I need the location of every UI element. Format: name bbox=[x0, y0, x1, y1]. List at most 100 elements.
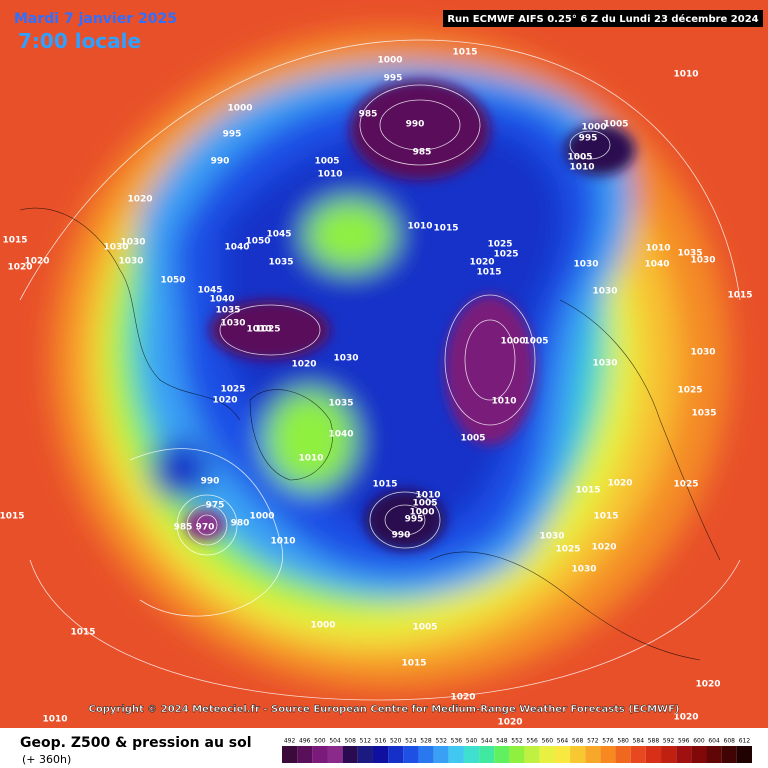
colorbar-swatch bbox=[539, 746, 555, 763]
colorbar-swatch bbox=[676, 746, 692, 763]
isobar-label: 1010 bbox=[270, 537, 295, 547]
isobar-label: 1000 bbox=[227, 104, 252, 114]
isobar-label: 1010 bbox=[407, 222, 432, 232]
colorbar-swatch bbox=[327, 746, 343, 763]
colorbar-swatch bbox=[661, 746, 677, 763]
isobar-label: 1005 bbox=[412, 499, 437, 509]
colorbar-label: 508 bbox=[344, 738, 356, 745]
isobar-label: 990 bbox=[201, 477, 220, 487]
colorbar-swatch bbox=[691, 746, 707, 763]
colorbar-label: 540 bbox=[466, 738, 478, 745]
colorbar-label: 556 bbox=[526, 738, 538, 745]
isobar-label: 995 bbox=[384, 74, 403, 84]
isobar-label: 1010 bbox=[415, 491, 440, 501]
isobar-label: 1015 bbox=[593, 512, 618, 522]
isobar-label: 1010 bbox=[42, 715, 67, 725]
colorbar-swatch bbox=[388, 746, 404, 763]
isobar-label: 1015 bbox=[2, 236, 27, 246]
colorbar-label: 492 bbox=[284, 738, 296, 745]
isobar-label: 985 bbox=[413, 148, 432, 158]
colorbar-swatch bbox=[494, 746, 510, 763]
isobars bbox=[19, 39, 741, 701]
isobar-label: 1005 bbox=[523, 337, 548, 347]
isobar-label: 1040 bbox=[328, 430, 353, 440]
colorbar-swatch bbox=[282, 746, 298, 763]
isobar-label: 1010 bbox=[673, 70, 698, 80]
colorbar-label: 596 bbox=[678, 738, 690, 745]
isobar-label: 1015 bbox=[452, 48, 477, 58]
isobar-label: 990 bbox=[406, 120, 425, 130]
isobar-label: 1020 bbox=[497, 718, 522, 728]
isobar-label: 1010 bbox=[317, 170, 342, 180]
isobar-label: 995 bbox=[223, 130, 242, 140]
legend-subtitle: (+ 360h) bbox=[22, 753, 71, 766]
colorbar-label: 528 bbox=[420, 738, 432, 745]
colorbar-swatch bbox=[600, 746, 616, 763]
colorbar-swatch bbox=[524, 746, 540, 763]
isobar-label: 1030 bbox=[592, 359, 617, 369]
colorbar-swatch bbox=[403, 746, 419, 763]
isobar-label: 1005 bbox=[603, 120, 628, 130]
isobar-label: 1030 bbox=[220, 319, 245, 329]
isobar-label: 1030 bbox=[333, 354, 358, 364]
isobar-label: 1015 bbox=[70, 628, 95, 638]
colorbar-swatch bbox=[585, 746, 601, 763]
colorbar-label: 584 bbox=[633, 738, 645, 745]
isobar-label: 1020 bbox=[591, 543, 616, 553]
copyright: Copyright © 2024 Meteociel.fr - Source E… bbox=[89, 704, 680, 715]
colorbar-swatch bbox=[706, 746, 722, 763]
isobar-label: 1050 bbox=[245, 237, 270, 247]
isobar-label: 1035 bbox=[677, 249, 702, 259]
date: Mardi 7 janvier 2025 bbox=[14, 11, 177, 27]
colorbar-label: 500 bbox=[314, 738, 326, 745]
colorbar-label: 496 bbox=[299, 738, 311, 745]
isobar-label: 1025 bbox=[673, 480, 698, 490]
colorbar-label: 580 bbox=[617, 738, 629, 745]
colorbar-label: 532 bbox=[435, 738, 447, 745]
isobar-label: 1025 bbox=[493, 250, 518, 260]
colorbar-label: 544 bbox=[481, 738, 493, 745]
isobar-label: 995 bbox=[405, 515, 424, 525]
isobar-label: 1000 bbox=[581, 123, 606, 133]
colorbar-label: 560 bbox=[542, 738, 554, 745]
isobar-label: 1035 bbox=[328, 399, 353, 409]
isobar-label: 990 bbox=[392, 531, 411, 541]
colorbar-swatch bbox=[342, 746, 358, 763]
colorbar-label: 536 bbox=[451, 738, 463, 745]
colorbar-swatch bbox=[570, 746, 586, 763]
isobar-label: 1020 bbox=[291, 360, 316, 370]
isobar-label: 995 bbox=[579, 134, 598, 144]
isobar-label: 1015 bbox=[727, 291, 752, 301]
isobar-label: 1020 bbox=[212, 396, 237, 406]
isobar-label: 1020 bbox=[469, 258, 494, 268]
isobar-label: 1000 bbox=[500, 337, 525, 347]
isobar-label: 1020 bbox=[24, 257, 49, 267]
isobar-label: 1020 bbox=[607, 479, 632, 489]
colorbar-swatch bbox=[312, 746, 328, 763]
isobar-label: 1025 bbox=[220, 385, 245, 395]
isobar-label: 1030 bbox=[690, 348, 715, 358]
isobar-label: 990 bbox=[211, 157, 230, 167]
isobar-label: 1035 bbox=[691, 409, 716, 419]
isobar-label: 1005 bbox=[567, 153, 592, 163]
colorbar-label: 548 bbox=[496, 738, 508, 745]
isobar-label: 1015 bbox=[476, 268, 501, 278]
colorbar-swatch bbox=[357, 746, 373, 763]
isobar-label: 1045 bbox=[266, 230, 291, 240]
isobar-label: 1030 bbox=[690, 256, 715, 266]
isobar-label: 970 bbox=[196, 523, 215, 533]
isobar-label: 1020 bbox=[450, 693, 475, 703]
colorbar-label: 600 bbox=[693, 738, 705, 745]
colorbar-label: 568 bbox=[572, 738, 584, 745]
legend-title: Geop. Z500 & pression au sol bbox=[20, 735, 252, 751]
isobar-label: 1010 bbox=[569, 163, 594, 173]
isobar-label: 1020 bbox=[127, 195, 152, 205]
colorbar-label: 612 bbox=[739, 738, 751, 745]
colorbar-label: 520 bbox=[390, 738, 402, 745]
colorbar-label: 512 bbox=[360, 738, 372, 745]
isobar-label: 1015 bbox=[433, 224, 458, 234]
isobar-label: 1015 bbox=[0, 512, 25, 522]
isobar-label: 1000 bbox=[409, 508, 434, 518]
colorbar-label: 608 bbox=[724, 738, 736, 745]
